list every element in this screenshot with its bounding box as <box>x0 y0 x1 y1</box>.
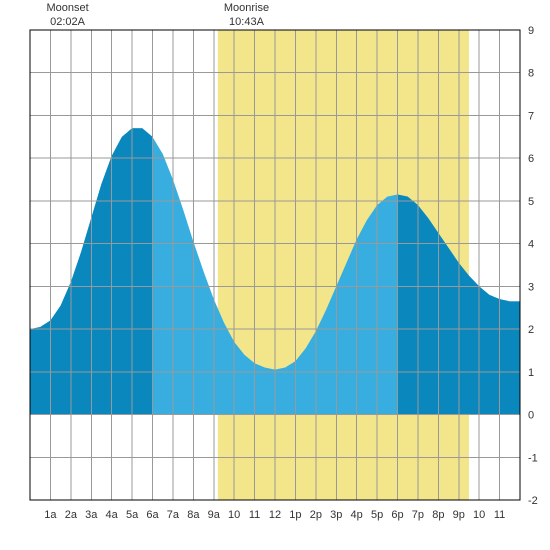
x-tick-label: 10 <box>228 509 240 521</box>
x-tick-label: 8a <box>187 509 200 521</box>
y-tick-label: 0 <box>528 410 534 422</box>
x-tick-label: 1p <box>289 509 301 521</box>
x-tick-label: 3p <box>330 509 342 521</box>
moonset-annotation: Moonset 02:02A <box>46 2 88 30</box>
x-tick-label: 11 <box>494 509 505 521</box>
y-tick-label: -2 <box>528 495 538 507</box>
x-tick-label: 11 <box>249 509 260 521</box>
tide-chart: 1a2a3a4a5a6a7a8a9a1011121p2p3p4p5p6p7p8p… <box>0 0 550 550</box>
x-tick-label: 1a <box>44 509 57 521</box>
moonrise-title: Moonrise <box>224 2 269 16</box>
moonset-time: 02:02A <box>46 16 88 30</box>
x-tick-label: 2a <box>65 509 78 521</box>
x-tick-label: 3a <box>85 509 98 521</box>
y-tick-label: 5 <box>528 196 534 208</box>
x-tick-label: 6p <box>391 509 403 521</box>
x-tick-label: 7p <box>412 509 424 521</box>
x-tick-label: 10 <box>473 509 485 521</box>
x-tick-label: 4p <box>351 509 363 521</box>
x-tick-label: 12 <box>269 509 281 521</box>
x-tick-label: 2p <box>310 509 322 521</box>
moonrise-annotation: Moonrise 10:43A <box>224 2 269 30</box>
moonset-title: Moonset <box>46 2 88 16</box>
y-tick-label: 3 <box>528 281 534 293</box>
x-tick-label: 5p <box>371 509 383 521</box>
chart-svg: 1a2a3a4a5a6a7a8a9a1011121p2p3p4p5p6p7p8p… <box>0 0 550 550</box>
moonrise-time: 10:43A <box>224 16 269 30</box>
x-tick-label: 5a <box>126 509 139 521</box>
y-tick-label: 7 <box>528 110 534 122</box>
x-tick-label: 6a <box>146 509 159 521</box>
y-tick-label: 9 <box>528 25 534 37</box>
y-tick-label: 2 <box>528 324 534 336</box>
x-tick-label: 4a <box>106 509 119 521</box>
x-tick-label: 9a <box>208 509 221 521</box>
y-tick-label: 1 <box>528 367 534 379</box>
y-tick-label: 4 <box>528 239 534 251</box>
y-tick-label: -1 <box>528 452 538 464</box>
x-tick-label: 9p <box>453 509 465 521</box>
x-tick-label: 8p <box>432 509 444 521</box>
y-tick-label: 6 <box>528 153 534 165</box>
y-tick-label: 8 <box>528 68 534 80</box>
x-tick-label: 7a <box>167 509 180 521</box>
